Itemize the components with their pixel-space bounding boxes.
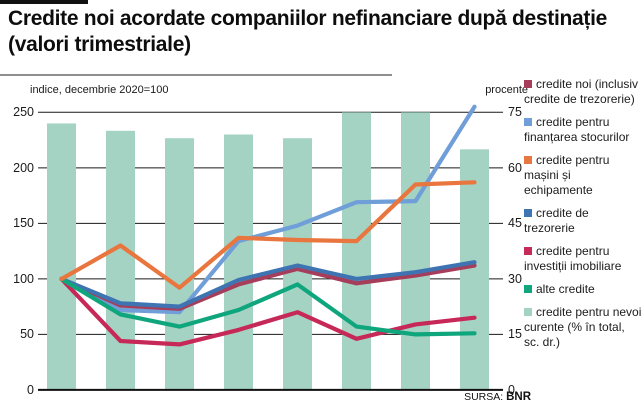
series-line-credite-pentru-investiții — [59, 276, 477, 347]
legend-label: credite de trezorerie — [524, 206, 589, 235]
left-axis-label: indice, decembrie 2020=100 — [30, 84, 169, 96]
left-tick-100: 100 — [13, 272, 34, 286]
right-tick-60: 60 — [508, 161, 522, 175]
right-tick-45: 45 — [508, 216, 522, 230]
legend-item-imobiliare: credite pentru investiții imobiliare — [524, 244, 642, 274]
credite-noi-swatch-icon — [524, 80, 532, 88]
right-tick-0: 0 — [508, 383, 515, 397]
legend: credite noi (inclusiv credite de trezore… — [524, 77, 642, 358]
left-tick-150: 150 — [13, 216, 34, 230]
left-tick-200: 200 — [13, 161, 34, 175]
legend-item-nevoi-curente: credite pentru nevoi curente (% în total… — [524, 305, 642, 350]
right-tick-15: 15 — [508, 327, 522, 341]
legend-label: alte credite — [536, 282, 595, 296]
alte-credite-swatch-icon — [524, 285, 532, 293]
bar-nevoi-curente — [342, 112, 371, 390]
right-axis-label: procente — [485, 84, 528, 96]
legend-item-credite-noi: credite noi (inclusiv credite de trezore… — [524, 77, 642, 107]
legend-item-trezorerie: credite de trezorerie — [524, 206, 642, 236]
bar-nevoi-curente — [47, 123, 76, 390]
source-prefix: SURSA: — [464, 391, 504, 403]
legend-item-masini: credite pentru mașini și echipamente — [524, 153, 642, 198]
series-line-alte-credite — [59, 276, 477, 337]
left-tick-50: 50 — [20, 327, 34, 341]
right-tick-30: 30 — [508, 272, 522, 286]
chart-title: Credite noi acordate companiilor nefinan… — [8, 7, 608, 56]
legend-label: credite pentru investiții imobiliare — [524, 244, 622, 273]
legend-label: credite pentru nevoi curente (% în total… — [524, 305, 642, 349]
masini-swatch-icon — [524, 156, 532, 164]
left-tick-0: 0 — [27, 383, 34, 397]
bar-nevoi-curente — [106, 130, 135, 390]
series-line-credite-noi-(inclusiv — [59, 263, 477, 311]
nevoi-curente-swatch-icon — [524, 308, 532, 316]
source-name: BNR — [506, 391, 531, 403]
bar-nevoi-curente — [224, 134, 253, 390]
legend-label: credite noi (inclusiv credite de trezore… — [524, 77, 639, 106]
legend-label: credite pentru finanțarea stocurilor — [524, 115, 630, 144]
legend-item-stocuri: credite pentru finanțarea stocurilor — [524, 115, 642, 145]
right-tick-75: 75 — [508, 105, 522, 119]
title-divider — [0, 74, 392, 76]
bar-nevoi-curente — [460, 149, 489, 390]
series-line-credite-pentru-mașini — [59, 180, 477, 290]
stocuri-swatch-icon — [524, 118, 532, 126]
bar-nevoi-curente — [401, 112, 430, 390]
series-line-credite-de-trezorerie — [59, 260, 477, 309]
source-note: SURSA: BNR — [380, 391, 531, 403]
page-edge-accent — [0, 0, 88, 4]
bar-nevoi-curente — [165, 138, 194, 390]
series-line-credite-pentru-finanțarea — [59, 104, 477, 315]
left-tick-250: 250 — [13, 105, 34, 119]
imobiliare-swatch-icon — [524, 247, 532, 255]
trezorerie-swatch-icon — [524, 209, 532, 217]
legend-label: credite pentru mașini și echipamente — [524, 153, 610, 197]
legend-item-alte: alte credite — [524, 282, 642, 297]
